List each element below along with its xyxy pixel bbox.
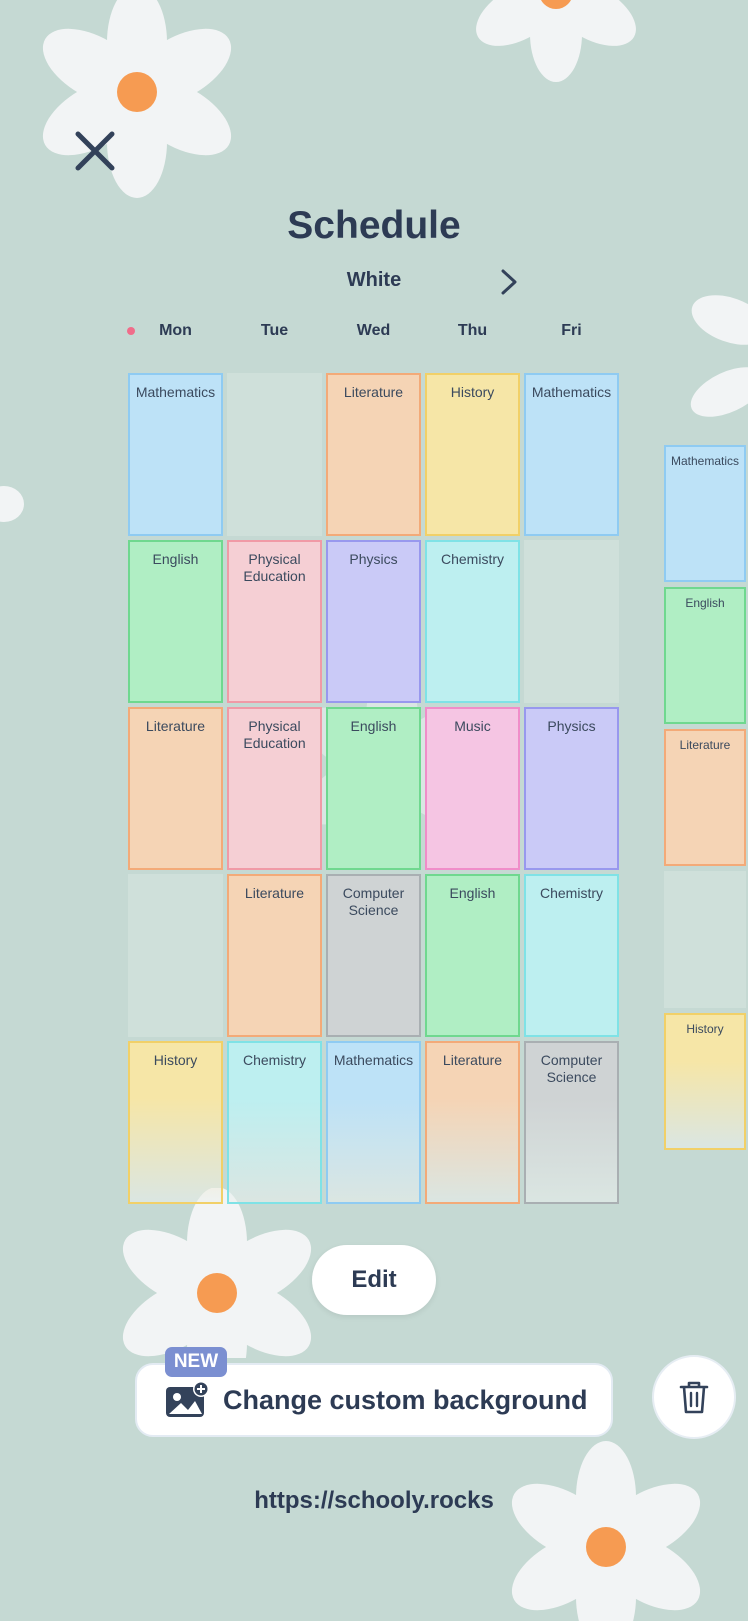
lesson-cell[interactable]: English <box>128 540 223 703</box>
lesson-subject-label: Physics <box>547 718 596 734</box>
empty-lesson-slot[interactable] <box>128 874 223 1037</box>
delete-background-button[interactable] <box>652 1355 736 1439</box>
lesson-cell[interactable]: Physics <box>326 540 421 703</box>
lesson-cell[interactable]: Literature <box>227 874 322 1037</box>
lesson-cell[interactable]: Chemistry <box>425 540 520 703</box>
lesson-subject-label: Literature <box>343 384 404 400</box>
lesson-cell[interactable]: Mathematics <box>524 373 619 536</box>
lesson-subject-label: Literature <box>145 718 206 734</box>
daisy-decoration-bottom-right <box>511 1441 701 1621</box>
lesson-cell[interactable]: Literature <box>128 707 223 870</box>
lesson-cell[interactable]: History <box>664 1013 746 1150</box>
new-badge: NEW <box>165 1347 227 1377</box>
lesson-cell[interactable]: Physics <box>524 707 619 870</box>
lesson-subject-label: Literature <box>442 1052 503 1068</box>
lesson-cell[interactable]: Mathematics <box>128 373 223 536</box>
lesson-subject-label: History <box>450 384 495 400</box>
lesson-subject-label: Physical Education <box>243 718 306 751</box>
day-header-mon: Mon <box>159 322 192 339</box>
lesson-subject-label: English <box>449 885 496 901</box>
lesson-cell[interactable]: History <box>425 373 520 536</box>
chevron-right-icon[interactable] <box>494 266 524 298</box>
lesson-cell[interactable]: Literature <box>664 729 746 866</box>
lesson-cell[interactable]: Computer Science <box>326 874 421 1037</box>
image-plus-icon <box>166 1381 209 1417</box>
lesson-cell[interactable]: Music <box>425 707 520 870</box>
lesson-cell[interactable]: English <box>425 874 520 1037</box>
lesson-cell[interactable]: English <box>326 707 421 870</box>
close-icon[interactable] <box>72 128 118 174</box>
lesson-cell[interactable]: Physical Education <box>227 540 322 703</box>
lesson-cell[interactable]: History <box>128 1041 223 1204</box>
page-title: Schedule <box>287 204 461 247</box>
lesson-subject-label: Physical Education <box>243 551 306 584</box>
today-indicator <box>127 327 135 335</box>
lesson-subject-label: Computer Science <box>540 1052 603 1085</box>
lesson-subject-label: Mathematics <box>333 1052 414 1068</box>
lesson-subject-label: History <box>686 1022 724 1036</box>
lesson-subject-label: English <box>152 551 199 567</box>
lesson-cell[interactable]: Mathematics <box>326 1041 421 1204</box>
lesson-subject-label: Music <box>454 718 491 734</box>
lesson-cell[interactable]: English <box>664 587 746 724</box>
lesson-subject-label: Chemistry <box>539 885 603 901</box>
day-header-fri: Fri <box>561 322 582 339</box>
website-link[interactable]: https://schooly.rocks <box>254 1487 494 1514</box>
lesson-subject-label: Mathematics <box>531 384 612 400</box>
lesson-subject-label: Mathematics <box>135 384 216 400</box>
lesson-subject-label: Computer Science <box>342 885 405 918</box>
day-header-tue: Tue <box>260 322 289 339</box>
lesson-cell[interactable]: Literature <box>326 373 421 536</box>
petal-decoration-right <box>690 295 748 417</box>
daisy-decoration-top-left <box>42 0 232 198</box>
lesson-subject-label: Mathematics <box>670 454 740 468</box>
lesson-subject-label: Physics <box>349 551 398 567</box>
lesson-subject-label: Literature <box>679 738 731 752</box>
day-header-wed: Wed <box>356 322 391 339</box>
lesson-subject-label: English <box>685 596 725 610</box>
edit-button[interactable]: Edit <box>312 1245 436 1315</box>
lesson-cell[interactable]: Chemistry <box>227 1041 322 1204</box>
lesson-subject-label: History <box>153 1052 198 1068</box>
week-name: White <box>346 269 402 291</box>
lesson-subject-label: Literature <box>244 885 305 901</box>
lesson-cell[interactable]: Mathematics <box>664 445 746 582</box>
lesson-cell[interactable]: Chemistry <box>524 874 619 1037</box>
lesson-cell[interactable]: Physical Education <box>227 707 322 870</box>
empty-lesson-slot[interactable] <box>227 373 322 536</box>
lesson-subject-label: English <box>350 718 397 734</box>
lesson-subject-label: Chemistry <box>440 551 504 567</box>
lesson-cell[interactable]: Literature <box>425 1041 520 1204</box>
change-background-button[interactable]: Change custom background <box>135 1363 613 1437</box>
change-background-label: Change custom background <box>223 1384 588 1415</box>
empty-lesson-slot[interactable] <box>524 540 619 703</box>
petal-decoration-left <box>0 486 24 522</box>
day-header-thu: Thu <box>457 322 488 339</box>
daisy-decoration-bottom-left <box>122 1188 312 1358</box>
empty-lesson-slot[interactable] <box>664 871 746 1008</box>
daisy-decoration-top-right <box>476 0 636 82</box>
lesson-cell[interactable]: Computer Science <box>524 1041 619 1204</box>
trash-icon <box>679 1381 709 1414</box>
lesson-subject-label: Chemistry <box>242 1052 306 1068</box>
